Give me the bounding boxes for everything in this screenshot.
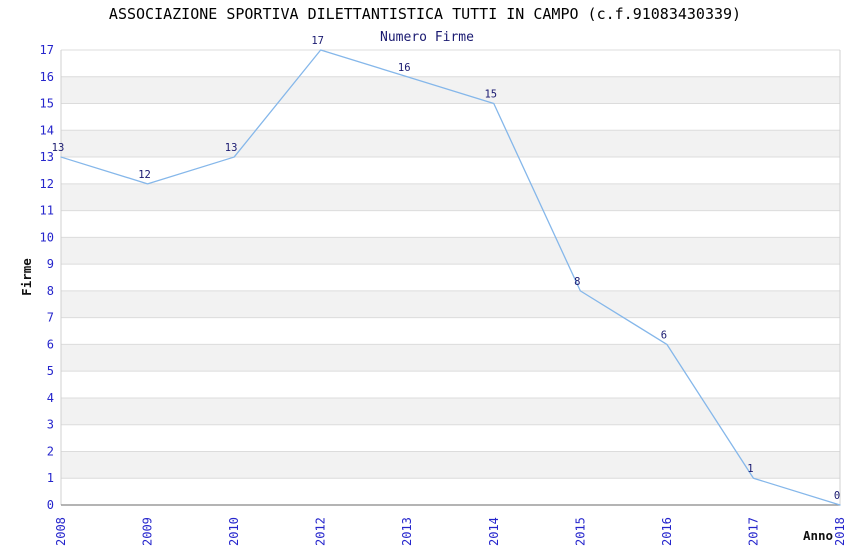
y-tick-label: 9 xyxy=(47,257,54,271)
y-tick-label: 11 xyxy=(40,204,54,218)
y-axis-title: Firme xyxy=(19,258,34,296)
x-tick-label: 2013 xyxy=(400,517,414,546)
plot-band xyxy=(61,344,840,372)
y-tick-label: 5 xyxy=(47,364,54,378)
x-tick-label: 2008 xyxy=(54,517,68,546)
point-labels-layer: 13 12 13 17 16 15 8 6 1 0 xyxy=(52,35,840,502)
x-axis-title: Anno xyxy=(803,528,833,543)
y-tick-label: 12 xyxy=(40,177,54,191)
plot-band xyxy=(61,290,840,318)
data-point-label: 0 xyxy=(834,490,840,502)
data-point-label: 13 xyxy=(52,142,65,154)
series-layer xyxy=(60,49,841,506)
data-point-label: 15 xyxy=(484,89,497,101)
y-tick-label: 7 xyxy=(47,311,54,325)
grid-layer xyxy=(60,49,841,506)
y-tick-label: 3 xyxy=(47,418,54,432)
x-tick-label: 2015 xyxy=(573,517,587,546)
y-tick-label: 16 xyxy=(40,70,54,84)
x-tick-label: 2010 xyxy=(227,517,241,546)
chart-subtitle: Numero Firme xyxy=(380,30,474,45)
plot-band xyxy=(61,451,840,479)
y-tick-label: 1 xyxy=(47,471,54,485)
data-point-label: 6 xyxy=(661,329,667,341)
data-point-label: 12 xyxy=(138,169,151,181)
chart-main-title: ASSOCIAZIONE SPORTIVA DILETTANTISTICA TU… xyxy=(109,5,741,23)
data-line xyxy=(60,49,841,506)
y-tick-label: 2 xyxy=(47,444,54,458)
plot-band xyxy=(61,237,840,265)
plot-band xyxy=(61,397,840,425)
data-point-label: 8 xyxy=(574,276,580,288)
y-tick-label: 8 xyxy=(47,284,54,298)
x-tick-label: 2009 xyxy=(141,517,155,546)
data-point-label: 16 xyxy=(398,62,411,74)
y-tick-label: 14 xyxy=(40,123,54,137)
plot-band xyxy=(61,183,840,211)
x-tick-label: 2014 xyxy=(487,517,501,546)
y-tick-label: 13 xyxy=(40,150,54,164)
x-tick-label: 2012 xyxy=(314,517,328,546)
y-tick-label: 17 xyxy=(40,43,54,57)
data-point-label: 17 xyxy=(311,35,324,47)
y-tick-label: 0 xyxy=(47,498,54,512)
plot-band xyxy=(61,130,840,158)
x-tick-label: 2018 xyxy=(833,517,847,546)
data-point-label: 1 xyxy=(747,463,753,475)
y-tick-label: 4 xyxy=(47,391,54,405)
x-tick-label: 2016 xyxy=(660,517,674,546)
bands-layer xyxy=(61,76,840,479)
y-tick-label: 6 xyxy=(47,337,54,351)
x-tick-label: 2017 xyxy=(746,517,760,546)
y-tick-label: 15 xyxy=(40,97,54,111)
data-point-label: 13 xyxy=(225,142,238,154)
y-tick-label: 10 xyxy=(40,230,54,244)
